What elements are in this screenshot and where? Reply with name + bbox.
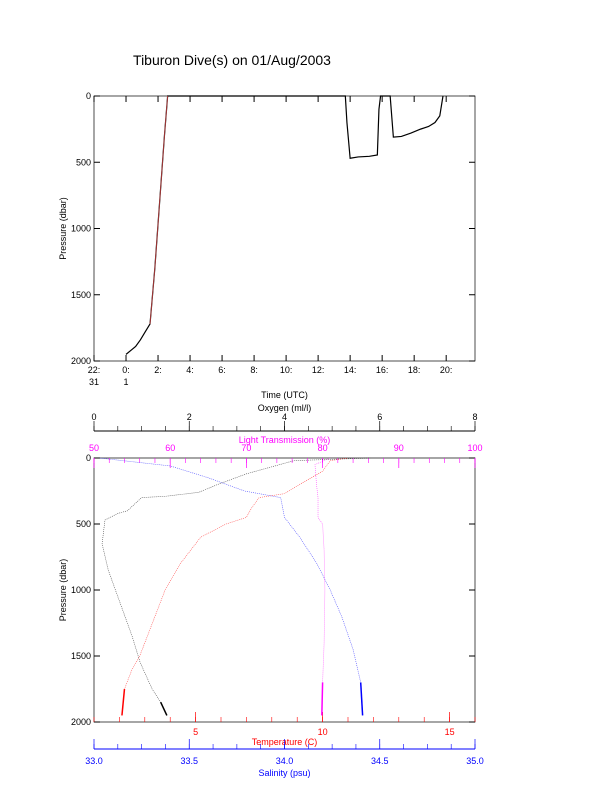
x-tick-label: 10: — [280, 365, 293, 375]
x-tick-label-day: 31 — [89, 377, 99, 387]
profile-bottom-segment-oxygen — [159, 701, 168, 716]
profile-bottom-segment-temp — [121, 688, 126, 716]
x-tick-label: 16: — [376, 365, 389, 375]
y-tick-label: 500 — [76, 157, 91, 167]
profile-bottom-segment-sal — [359, 682, 364, 716]
x-tick-label: 20: — [440, 365, 453, 375]
y-tick-label: 2000 — [71, 356, 91, 366]
x-tick-label: 22: — [88, 365, 101, 375]
y-axis-label: Pressure (dbar) — [58, 197, 68, 260]
axis-tick-label-sal: 33.5 — [180, 756, 198, 766]
axis-tick-label-sal: 33.0 — [85, 756, 103, 766]
y-tick-label: 0 — [86, 453, 91, 463]
axis-tick-label-light: 70 — [241, 443, 251, 453]
x-tick-label: 14: — [344, 365, 357, 375]
axis-tick-label-oxygen: 6 — [377, 412, 382, 422]
profile-temp — [121, 457, 349, 716]
profile-sal — [99, 457, 363, 716]
axis-tick-label-temp: 10 — [318, 727, 328, 737]
axis-title-sal: Salinity (psu) — [258, 768, 310, 778]
axis-tick-label-light: 80 — [318, 443, 328, 453]
plot-frame-top — [93, 95, 476, 362]
y-tick-label: 1000 — [71, 224, 91, 234]
x-tick-label: 4: — [186, 365, 194, 375]
series-line-descent — [149, 95, 169, 324]
x-tick-label: 2: — [154, 365, 162, 375]
x-tick-label: 0: — [122, 365, 130, 375]
profile-oxygen — [101, 457, 371, 716]
axis-title-light: Light Transmission (%) — [239, 435, 331, 445]
y-axis-label: Pressure (dbar) — [58, 559, 68, 622]
profile-bottom-segment-light — [321, 682, 324, 716]
axis-tick-label-light: 50 — [89, 443, 99, 453]
y-tick-label: 1500 — [71, 290, 91, 300]
axis-tick-label-light: 90 — [394, 443, 404, 453]
axis-tick-label-oxygen: 0 — [91, 412, 96, 422]
plot-frame-bottom — [93, 457, 476, 723]
x-tick-label-day: 1 — [124, 377, 129, 387]
y-tick-label: 0 — [86, 91, 91, 101]
profile-light — [314, 457, 331, 716]
chart-title: Tiburon Dive(s) on 01/Aug/2003 — [133, 52, 331, 68]
axis-tick-label-light: 100 — [467, 443, 482, 453]
axis-tick-label-oxygen: 2 — [187, 412, 192, 422]
series-line-pressure — [125, 95, 444, 355]
axis-tick-label-temp: 5 — [193, 727, 198, 737]
x-tick-label: 8: — [250, 365, 258, 375]
y-tick-label: 2000 — [71, 717, 91, 727]
x-tick-label: 12: — [312, 365, 325, 375]
y-tick-label: 500 — [76, 519, 91, 529]
x-tick-label: 18: — [408, 365, 421, 375]
y-tick-label: 1500 — [71, 651, 91, 661]
axis-tick-label-sal: 35.0 — [466, 756, 484, 766]
axis-tick-label-light: 60 — [165, 443, 175, 453]
axis-tick-label-oxygen: 8 — [472, 412, 477, 422]
axis-tick-label-temp: 15 — [445, 727, 455, 737]
y-tick-label: 1000 — [71, 585, 91, 595]
axis-title-oxygen: Oxygen (ml/l) — [258, 403, 312, 413]
x-tick-label: 6: — [218, 365, 226, 375]
axis-tick-label-sal: 34.5 — [371, 756, 389, 766]
axis-tick-label-oxygen: 4 — [282, 412, 287, 422]
x-axis-label: Time (UTC) — [261, 390, 308, 400]
axis-tick-label-sal: 34.0 — [276, 756, 294, 766]
